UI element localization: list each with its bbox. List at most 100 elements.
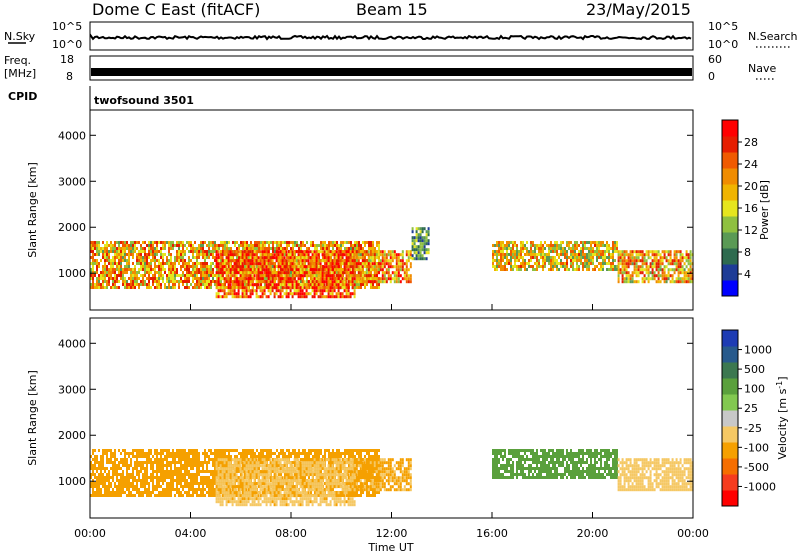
- echo-cell: [249, 250, 252, 254]
- echo-cell: [647, 271, 650, 275]
- echo-cell: [419, 227, 422, 231]
- echo-cell: [294, 244, 296, 247]
- echo-cell: [651, 250, 654, 254]
- echo-cell: [278, 277, 280, 280]
- echo-cell: [378, 259, 380, 262]
- echo-cell: [138, 464, 140, 467]
- echo-cell: [510, 265, 512, 268]
- echo-cell: [188, 280, 190, 283]
- echo-cell: [335, 280, 338, 284]
- echo-cell: [292, 247, 294, 250]
- echo-cell: [158, 271, 160, 274]
- echo-cell: [256, 265, 258, 268]
- echo-cell: [254, 452, 256, 455]
- echo-cell: [206, 268, 208, 271]
- echo-cell: [354, 247, 356, 250]
- echo-cell: [142, 467, 144, 470]
- echo-cell: [651, 265, 654, 269]
- echo-cell: [331, 265, 334, 269]
- echo-cell: [407, 268, 410, 272]
- echo-cell: [413, 242, 416, 246]
- echo-cell: [356, 244, 358, 247]
- echo-cell: [570, 247, 572, 250]
- echo-cell: [602, 250, 604, 253]
- echo-cell: [224, 253, 226, 256]
- echo-cell: [168, 262, 170, 265]
- echo-cell: [659, 262, 662, 266]
- echo-cell: [196, 262, 198, 265]
- echo-cell: [142, 452, 144, 455]
- echo-cell: [345, 250, 348, 254]
- echo-cell: [186, 268, 188, 271]
- echo-cell: [291, 286, 294, 290]
- echo-cell: [247, 271, 250, 275]
- echo-cell: [683, 274, 686, 278]
- echo-cell: [160, 277, 162, 280]
- echo-cell: [132, 274, 134, 277]
- echo-cell: [202, 271, 204, 274]
- echo-cell: [238, 461, 240, 464]
- echo-cell: [421, 257, 424, 261]
- echo-cell: [239, 295, 242, 299]
- echo-cell: [146, 461, 148, 464]
- echo-cell: [256, 473, 258, 476]
- echo-cell: [276, 244, 278, 247]
- echo-cell: [643, 253, 646, 257]
- echo-cell: [222, 262, 224, 265]
- echo-cell: [323, 265, 326, 269]
- echo-cell: [269, 286, 272, 290]
- echo-cell: [383, 253, 386, 257]
- echo-cell: [124, 479, 126, 482]
- echo-cell: [350, 274, 352, 277]
- echo-cell: [407, 259, 410, 263]
- echo-cell: [269, 292, 272, 296]
- echo-cell: [247, 277, 250, 281]
- echo-cell: [363, 271, 366, 275]
- echo-cell: [633, 259, 636, 263]
- echo-cell: [584, 259, 586, 262]
- echo-cell: [255, 292, 258, 296]
- echo-cell: [637, 265, 640, 269]
- echo-cell: [399, 280, 402, 284]
- echo-cell: [244, 244, 246, 247]
- echo-cell: [627, 280, 630, 284]
- echo-cell: [309, 262, 312, 266]
- echo-cell: [172, 280, 174, 283]
- echo-cell: [367, 265, 370, 269]
- echo-cell: [568, 244, 570, 247]
- echo-cell: [247, 250, 250, 254]
- echo-cell: [136, 283, 138, 286]
- echo-cell: [580, 253, 582, 256]
- echo-cell: [243, 280, 246, 284]
- echo-cell: [623, 253, 626, 257]
- echo-cell: [241, 259, 244, 263]
- echo-cell: [323, 271, 326, 275]
- echo-cell: [136, 452, 138, 455]
- echo-cell: [243, 259, 246, 263]
- echo-cell: [237, 268, 240, 272]
- echo-cell: [200, 244, 202, 247]
- echo-cell: [322, 241, 324, 244]
- echo-cell: [212, 461, 214, 464]
- echo-cell: [220, 262, 222, 265]
- echo-cell: [385, 259, 388, 263]
- echo-cell: [341, 268, 344, 272]
- echo-cell: [118, 488, 120, 491]
- echo-cell: [174, 455, 176, 458]
- echo-cell: [391, 256, 394, 260]
- echo-cell: [225, 280, 228, 284]
- echo-cell: [98, 250, 100, 253]
- echo-cell: [132, 455, 134, 458]
- echo-cell: [309, 256, 312, 260]
- echo-cell: [168, 280, 170, 283]
- echo-cell: [299, 253, 302, 257]
- echo-cell: [176, 482, 178, 485]
- echo-cell: [290, 241, 292, 244]
- echo-cell: [132, 470, 134, 473]
- echo-cell: [423, 227, 426, 231]
- echo-cell: [224, 247, 226, 250]
- echo-cell: [687, 277, 690, 281]
- echo-cell: [339, 262, 342, 266]
- echo-cell: [106, 467, 108, 470]
- echo-cell: [358, 277, 360, 280]
